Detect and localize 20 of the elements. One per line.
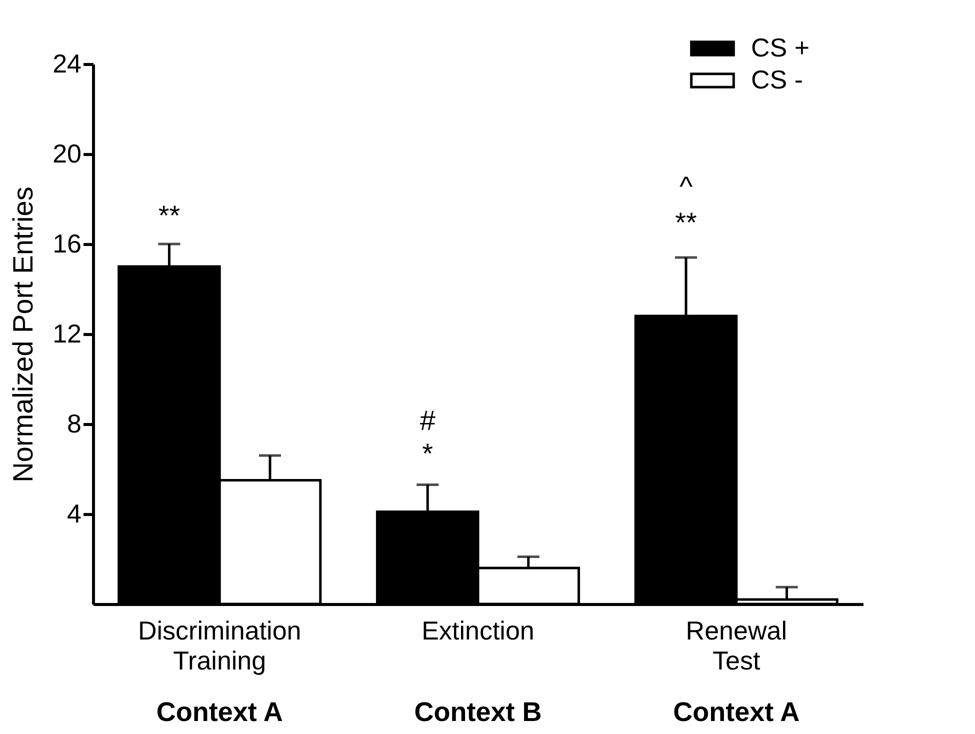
legend-label: CS - [751, 64, 803, 94]
annotation: ^ [679, 171, 693, 202]
text: Context A [156, 697, 283, 727]
y-tick-label: 16 [52, 228, 82, 258]
x-tick-label: Discrimination Training [138, 616, 302, 676]
x-tick-label: Extinction [422, 616, 534, 646]
y-tick-label: 8 [67, 408, 82, 438]
annotation: # [420, 405, 436, 436]
text: Context B [414, 697, 542, 727]
annotation: ** [675, 207, 697, 238]
text: Context A [673, 697, 800, 727]
x-tick-label: Renewal Test [686, 616, 787, 676]
annotation: * [422, 438, 434, 469]
legend-label: CS + [751, 32, 810, 62]
annotation: ** [158, 200, 180, 231]
y-tick-label: 20 [52, 138, 82, 168]
y-tick-label: 24 [52, 48, 82, 78]
y-tick-label: 4 [67, 498, 82, 528]
y-tick-label: 12 [52, 318, 82, 348]
y-axis-title: Normalized Port Entries [8, 186, 39, 482]
